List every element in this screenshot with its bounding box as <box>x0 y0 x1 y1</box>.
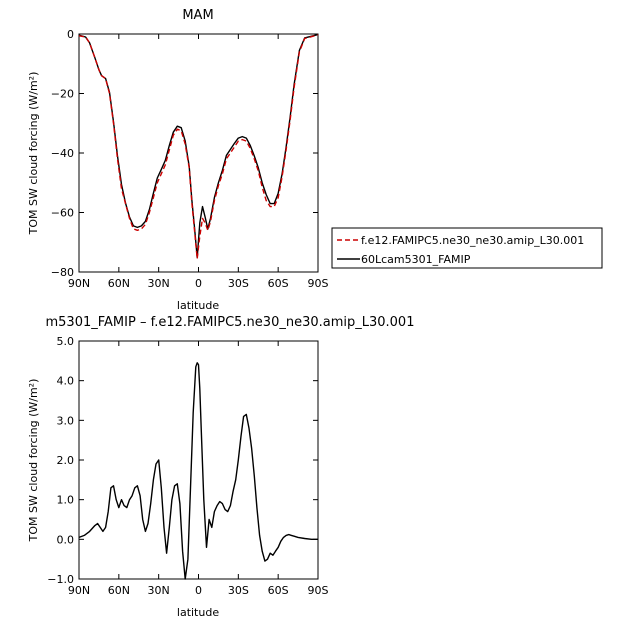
top-x-axis-label: latitude <box>177 299 219 312</box>
bottom-x-tick-label: 30S <box>228 584 249 597</box>
bottom-x-tick-label: 60S <box>268 584 289 597</box>
bottom-series-line-1 <box>78 362 318 580</box>
bottom-y-tick-label: −1.0 <box>47 573 74 586</box>
top-x-tick-label: 90N <box>68 277 90 290</box>
top-y-tick-label: −80 <box>51 266 74 279</box>
bottom-x-tick-label: 30N <box>148 584 170 597</box>
bottom-y-axis-label: TOM SW cloud forcing (W/m²) <box>27 379 40 543</box>
bottom-y-tick-label: 5.0 <box>57 335 75 348</box>
bottom-y-tick-label: 4.0 <box>57 375 75 388</box>
top-x-tick-label: 60N <box>108 277 130 290</box>
top-series-line-2 <box>78 33 319 259</box>
bottom-x-tick-label: 60N <box>108 584 130 597</box>
legend-label-series-1: f.e12.FAMIPC5.ne30_ne30.amip_L30.001 <box>361 234 584 247</box>
bottom-x-tick-label: 90N <box>68 584 90 597</box>
top-y-tick-label: −60 <box>51 207 74 220</box>
bottom-y-tick-label: 1.0 <box>57 494 75 507</box>
top-y-ticks: −80 −60 −40 −20 0 <box>51 28 318 279</box>
top-x-tick-label: 30S <box>228 277 249 290</box>
bottom-series-lines <box>78 362 318 580</box>
bottom-y-ticks: −1.0 0.0 1.0 2.0 3.0 4.0 5.0 <box>47 335 318 586</box>
top-y-tick-label: 0 <box>67 28 74 41</box>
top-x-tick-label: 90S <box>308 277 329 290</box>
bottom-x-tick-label: 0 <box>195 584 202 597</box>
top-title: MAM <box>182 8 213 23</box>
top-x-ticks: 90N 60N 30N 0 30S 60S 90S <box>68 34 329 290</box>
top-y-tick-label: −40 <box>51 147 74 160</box>
top-x-tick-label: 30N <box>148 277 170 290</box>
top-series-lines <box>78 33 319 260</box>
bottom-panel: m5301_FAMIP – f.e12.FAMIPC5.ne30_ne30.am… <box>27 315 414 619</box>
bottom-y-tick-label: 3.0 <box>57 414 75 427</box>
bottom-title: m5301_FAMIP – f.e12.FAMIPC5.ne30_ne30.am… <box>46 315 415 330</box>
legend: f.e12.FAMIPC5.ne30_ne30.amip_L30.001 60L… <box>331 227 603 269</box>
legend-box <box>331 227 603 269</box>
top-panel: MAM −80 −60 −40 −20 0 90N 60N 30N 0 30S 60S 90S la… <box>27 8 329 312</box>
top-y-axis-label: TOM SW cloud forcing (W/m²) <box>27 72 40 236</box>
bottom-x-tick-label: 90S <box>308 584 329 597</box>
top-x-tick-label: 60S <box>268 277 289 290</box>
top-y-tick-label: −20 <box>51 88 74 101</box>
bottom-y-tick-label: 0.0 <box>57 533 75 546</box>
bottom-x-ticks: 90N 60N 30N 0 30S 60S 90S <box>68 341 329 597</box>
top-series-line-1 <box>78 34 319 260</box>
legend-label-series-2: 60Lcam5301_FAMIP <box>361 253 471 266</box>
bottom-y-tick-label: 2.0 <box>57 454 75 467</box>
top-x-tick-label: 0 <box>195 277 202 290</box>
bottom-x-axis-label: latitude <box>177 606 219 619</box>
